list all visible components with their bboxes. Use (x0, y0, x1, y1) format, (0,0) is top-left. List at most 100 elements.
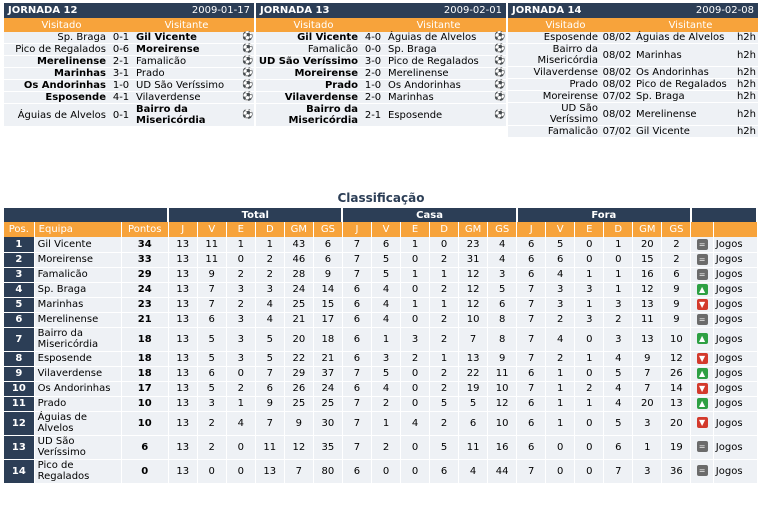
row-away-gs: 9 (661, 282, 692, 298)
game-home-team: Os Andorinhas (4, 79, 108, 92)
games-link[interactable]: Jogos (713, 327, 758, 352)
games-link[interactable]: Jogos (713, 411, 758, 436)
h2h-link[interactable]: h2h (730, 66, 758, 79)
row-away-j: 7 (516, 351, 547, 367)
game-row: Vilaverdense 2-0 Marinhas ⚽ (256, 91, 506, 104)
row-away-d: 3 (603, 327, 634, 352)
ball-icon[interactable]: ⚽ (492, 32, 506, 44)
ball-icon[interactable]: ⚽ (240, 79, 254, 92)
col-link (713, 222, 758, 237)
game-away-team: Gil Vicente (634, 125, 730, 138)
row-points: 24 (121, 282, 169, 298)
equal-icon: = (696, 313, 708, 325)
row-position: 9 (4, 366, 35, 382)
games-link[interactable]: Jogos (713, 381, 758, 397)
game-away-team: Vilaverdense (134, 91, 240, 104)
row-home-j: 6 (342, 312, 373, 328)
game-away-team: Sp. Braga (634, 90, 730, 103)
row-points: 10 (121, 396, 169, 412)
game-result: 2-1 (360, 103, 386, 127)
row-home-e: 3 (400, 327, 431, 352)
row-total-gs: 25 (313, 396, 343, 412)
row-home-d: 2 (429, 312, 460, 328)
row-total-gm: 12 (284, 435, 314, 460)
row-total-gs: 35 (313, 435, 343, 460)
row-total-j: 13 (168, 237, 198, 253)
ball-icon[interactable]: ⚽ (492, 43, 506, 56)
row-home-gs: 10 (487, 411, 518, 436)
row-home-gm: 4 (458, 459, 489, 484)
h2h-link[interactable]: h2h (730, 78, 758, 91)
equal-icon: = (696, 465, 708, 477)
ball-icon[interactable]: ⚽ (240, 91, 254, 104)
ball-icon[interactable]: ⚽ (492, 67, 506, 80)
ball-icon[interactable]: ⚽ (240, 32, 254, 44)
row-total-gs: 37 (313, 366, 343, 382)
standings-row: 6 Merelinense 21 13 6 3 4 21 17 6 4 0 2 10 8 7 2 3 2 11 9 = Jo… (4, 312, 758, 328)
ball-icon[interactable]: ⚽ (492, 103, 506, 127)
row-away-e: 1 (574, 297, 605, 313)
games-table: Gil Vicente 4-0 Águias de Alvelos ⚽ Famalicã… (256, 32, 506, 127)
row-total-d: 11 (255, 435, 285, 460)
row-movement: ▲ (690, 396, 714, 412)
games-link[interactable]: Jogos (713, 312, 758, 328)
h2h-link[interactable]: h2h (730, 102, 758, 126)
row-team: Moreirense (34, 252, 122, 268)
row-team: Famalicão (34, 267, 122, 283)
games-link[interactable]: Jogos (713, 267, 758, 283)
ball-icon[interactable]: ⚽ (240, 103, 254, 127)
row-movement: = (690, 237, 714, 253)
ball-icon[interactable]: ⚽ (492, 79, 506, 92)
ball-icon[interactable]: ⚽ (240, 67, 254, 80)
game-away-team: UD São Veríssimo (134, 79, 240, 92)
h2h-link[interactable]: h2h (730, 90, 758, 103)
row-points: 18 (121, 351, 169, 367)
row-away-gs: 9 (661, 297, 692, 313)
ball-icon[interactable]: ⚽ (240, 43, 254, 56)
row-away-d: 7 (603, 459, 634, 484)
games-link[interactable]: Jogos (713, 297, 758, 313)
games-link[interactable]: Jogos (713, 252, 758, 268)
row-away-e: 1 (574, 351, 605, 367)
round-panel-12: JORNADA 12 2009-01-17 Visitado Visitante Sp.… (4, 3, 254, 127)
round-title: JORNADA 13 (260, 5, 330, 16)
row-home-d: 0 (429, 237, 460, 253)
row-away-d: 4 (603, 351, 634, 367)
games-link[interactable]: Jogos (713, 366, 758, 382)
col-visitor: Visitante (668, 19, 713, 31)
games-link[interactable]: Jogos (713, 459, 758, 484)
col-team: Equipa (34, 222, 122, 237)
games-link[interactable]: Jogos (713, 396, 758, 412)
h2h-link[interactable]: h2h (730, 32, 758, 44)
row-team: Gil Vicente (34, 237, 122, 253)
h2h-link[interactable]: h2h (730, 43, 758, 67)
row-away-j: 7 (516, 282, 547, 298)
row-away-gm: 12 (632, 282, 663, 298)
row-total-gs: 6 (313, 252, 343, 268)
standings-row: 8 Esposende 18 13 5 3 5 22 21 6 3 2 1 13 9 7 2 1 4 9 12 ▼ Jogo… (4, 351, 758, 367)
row-away-gs: 9 (661, 312, 692, 328)
game-row: Bairro da Misericórdia 2-1 Esposende ⚽ (256, 103, 506, 127)
row-total-gs: 21 (313, 351, 343, 367)
row-movement: ▲ (690, 282, 714, 298)
games-link[interactable]: Jogos (713, 351, 758, 367)
games-link[interactable]: Jogos (713, 435, 758, 460)
game-away-team: Os Andorinhas (634, 66, 730, 79)
games-link[interactable]: Jogos (713, 237, 758, 253)
h2h-link[interactable]: h2h (730, 125, 758, 138)
row-total-gm: 22 (284, 351, 314, 367)
row-total-v: 2 (197, 411, 227, 436)
row-away-j: 7 (516, 381, 547, 397)
ball-icon[interactable]: ⚽ (492, 55, 506, 68)
games-link[interactable]: Jogos (713, 282, 758, 298)
row-home-gm: 11 (458, 435, 489, 460)
row-away-gm: 13 (632, 327, 663, 352)
ball-icon[interactable]: ⚽ (492, 91, 506, 104)
ball-icon[interactable]: ⚽ (240, 55, 254, 68)
game-away-team: Os Andorinhas (386, 79, 492, 92)
row-away-v: 4 (545, 267, 576, 283)
col-visitor: Visitante (164, 19, 209, 31)
game-date: 08/02 (600, 43, 634, 67)
row-away-v: 3 (545, 297, 576, 313)
row-home-e: 4 (400, 411, 431, 436)
